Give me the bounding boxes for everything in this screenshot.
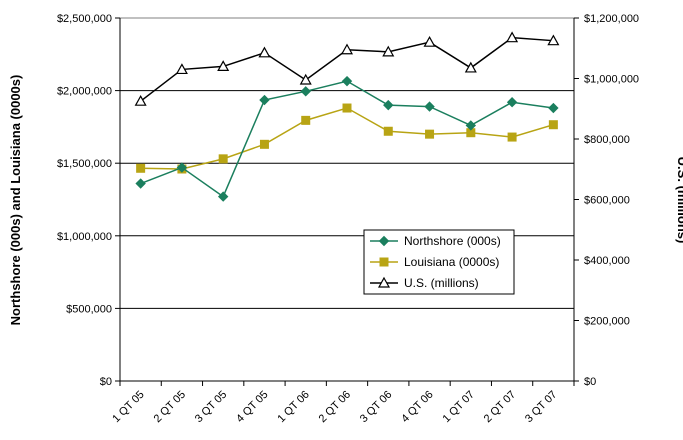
data-point-louisiana: [136, 163, 146, 173]
data-point-us: [423, 35, 436, 47]
data-point-northshore: [259, 94, 270, 106]
data-point-northshore: [176, 162, 188, 173]
right-tick-label: $1,000,000: [584, 74, 639, 86]
data-point-us: [258, 46, 271, 58]
legend-label-louisiana: Louisiana (0000s): [404, 255, 499, 269]
data-point-us: [175, 63, 188, 75]
data-point-louisiana: [218, 154, 228, 164]
right-tick-label: $600,000: [584, 195, 630, 207]
data-point-louisiana: [425, 129, 435, 139]
data-point-northshore: [548, 102, 559, 114]
data-point-northshore: [217, 191, 229, 202]
right-tick-label: $400,000: [584, 255, 630, 267]
left-tick-label: $500,000: [66, 303, 112, 315]
data-point-us: [299, 73, 312, 85]
x-tick-label: 1 QT 06: [275, 389, 311, 425]
data-point-us: [217, 60, 230, 72]
data-point-louisiana: [383, 126, 393, 136]
series-us: [134, 31, 560, 106]
series-line-northshore: [140, 80, 554, 198]
series-line-louisiana: [140, 107, 554, 170]
series-northshore: [135, 75, 559, 202]
data-point-northshore: [341, 75, 353, 87]
data-point-northshore: [383, 99, 394, 111]
data-point-louisiana: [259, 139, 269, 149]
gridlines: [120, 17, 574, 382]
data-point-us: [506, 31, 519, 43]
series-louisiana: [136, 103, 558, 174]
data-point-us: [382, 45, 395, 57]
right-axis-title: U.S. (millions): [675, 157, 683, 244]
left-axis-ticks: $0 $500,000 $1,000,000 $1,500,000 $2,000,000…: [57, 13, 121, 388]
data-point-louisiana: [548, 120, 558, 130]
legend-item-louisiana: Louisiana (0000s): [370, 255, 499, 269]
data-point-louisiana: [342, 103, 352, 113]
data-point-us: [547, 34, 560, 46]
data-point-us: [134, 94, 147, 106]
left-tick-label: $2,000,000: [57, 86, 112, 98]
legend-item-northshore: Northshore (000s): [370, 234, 501, 248]
data-point-louisiana: [301, 115, 311, 125]
data-point-northshore: [465, 120, 477, 131]
legend-marker: [378, 235, 390, 247]
legend-label-us: U.S. (millions): [404, 276, 479, 290]
data-point-northshore: [300, 86, 311, 97]
left-tick-label: $0: [100, 376, 112, 388]
x-tick-label: 2 QT 05: [152, 389, 188, 425]
x-tick-label: 1 QT 05: [110, 389, 146, 425]
x-tick-label: 4 QT 05: [234, 389, 270, 425]
legend-marker-triangle-icon: [377, 276, 391, 288]
data-point-northshore: [135, 178, 146, 189]
x-tick-label: 3 QT 05: [193, 389, 229, 425]
left-tick-label: $2,500,000: [57, 13, 112, 25]
right-tick-label: $0: [584, 376, 596, 388]
x-axis-ticks: 1 QT 05 2 QT 05 3 QT 05 4 QT 05 1 QT 06 2 QT …: [110, 380, 575, 425]
data-point-us: [340, 43, 354, 55]
right-tick-label: $800,000: [584, 134, 630, 146]
data-point-northshore: [424, 101, 435, 112]
right-tick-label: $1,200,000: [584, 13, 639, 25]
left-tick-label: $1,500,000: [57, 158, 112, 170]
legend-marker-square-icon: [379, 257, 389, 267]
left-axis-title: Northshore (000s) and Louisiana (0000s): [8, 75, 23, 326]
plot-area: [119, 17, 575, 382]
x-tick-label: 2 QT 06: [317, 389, 353, 425]
legend-marker-diamond-icon: [378, 235, 390, 247]
legend-item-us: U.S. (millions): [370, 276, 479, 290]
x-tick-label: 3 QT 07: [523, 389, 559, 425]
x-tick-label: 3 QT 06: [358, 389, 394, 425]
x-tick-label: 4 QT 06: [399, 389, 435, 425]
data-point-northshore: [506, 97, 518, 108]
legend-marker: [377, 276, 391, 288]
data-point-us: [464, 61, 477, 73]
legend-marker: [379, 257, 389, 267]
data-point-louisiana: [507, 132, 517, 142]
x-tick-label: 2 QT 07: [482, 389, 518, 425]
series-layer: [134, 31, 560, 202]
right-tick-label: $200,000: [584, 316, 630, 328]
left-tick-label: $1,000,000: [57, 231, 112, 243]
x-tick-label: 1 QT 07: [440, 389, 476, 425]
legend-label-northshore: Northshore (000s): [404, 234, 501, 248]
right-axis-ticks: $0 $200,000 $400,000 $600,000 $800,000 $1,000…: [573, 13, 639, 388]
legend: Northshore (000s) Louisiana (0000s) U.S.…: [363, 229, 515, 295]
